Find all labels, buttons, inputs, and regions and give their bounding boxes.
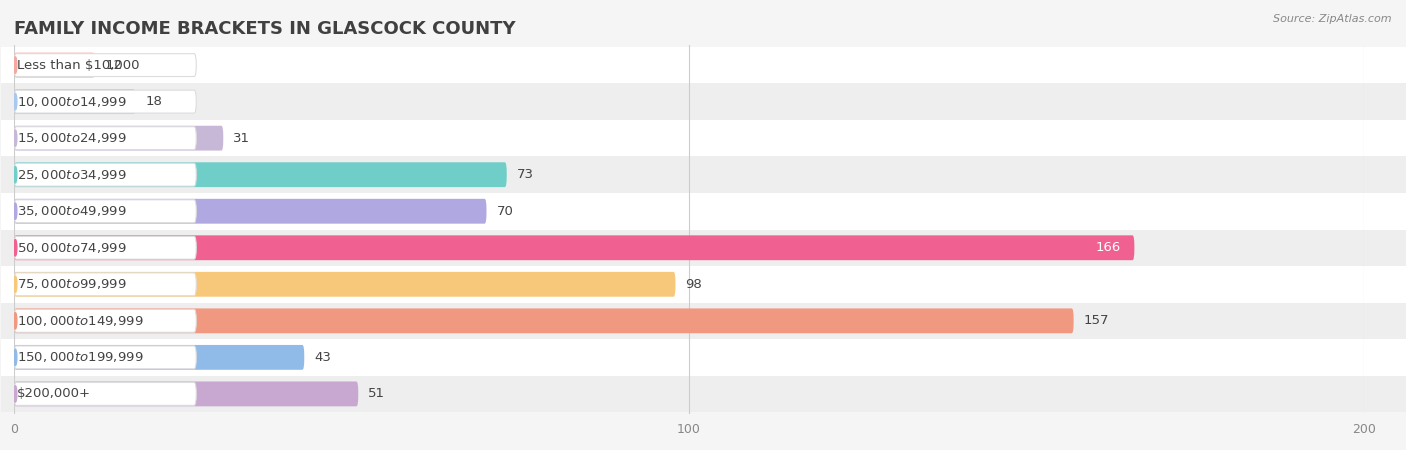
FancyBboxPatch shape [14, 272, 675, 297]
Circle shape [14, 276, 17, 293]
Text: $50,000 to $74,999: $50,000 to $74,999 [17, 241, 127, 255]
Text: 18: 18 [146, 95, 163, 108]
FancyBboxPatch shape [14, 53, 96, 77]
Circle shape [14, 239, 17, 256]
FancyBboxPatch shape [14, 273, 197, 296]
Text: Less than $10,000: Less than $10,000 [17, 58, 139, 72]
FancyBboxPatch shape [14, 162, 506, 187]
Text: 166: 166 [1095, 241, 1121, 254]
FancyBboxPatch shape [14, 345, 304, 370]
Text: $10,000 to $14,999: $10,000 to $14,999 [17, 94, 127, 108]
FancyBboxPatch shape [14, 382, 359, 406]
Circle shape [14, 386, 17, 402]
FancyBboxPatch shape [14, 235, 1135, 260]
Text: $200,000+: $200,000+ [17, 387, 91, 400]
FancyBboxPatch shape [0, 230, 1406, 266]
Text: 12: 12 [105, 58, 122, 72]
Text: $100,000 to $149,999: $100,000 to $149,999 [17, 314, 143, 328]
FancyBboxPatch shape [0, 157, 1406, 193]
Text: FAMILY INCOME BRACKETS IN GLASCOCK COUNTY: FAMILY INCOME BRACKETS IN GLASCOCK COUNT… [14, 20, 516, 38]
Text: 51: 51 [368, 387, 385, 400]
Circle shape [14, 203, 17, 220]
Text: $35,000 to $49,999: $35,000 to $49,999 [17, 204, 127, 218]
FancyBboxPatch shape [14, 54, 197, 76]
Circle shape [14, 130, 17, 146]
FancyBboxPatch shape [14, 346, 197, 369]
FancyBboxPatch shape [14, 310, 197, 332]
FancyBboxPatch shape [14, 127, 197, 149]
FancyBboxPatch shape [14, 199, 486, 224]
FancyBboxPatch shape [14, 236, 197, 259]
FancyBboxPatch shape [0, 83, 1406, 120]
FancyBboxPatch shape [0, 120, 1406, 157]
Text: 98: 98 [686, 278, 703, 291]
Text: $25,000 to $34,999: $25,000 to $34,999 [17, 168, 127, 182]
FancyBboxPatch shape [0, 266, 1406, 302]
FancyBboxPatch shape [14, 200, 197, 223]
FancyBboxPatch shape [14, 90, 197, 113]
FancyBboxPatch shape [14, 382, 197, 405]
FancyBboxPatch shape [0, 193, 1406, 230]
Text: $75,000 to $99,999: $75,000 to $99,999 [17, 277, 127, 291]
Circle shape [14, 57, 17, 73]
Text: Source: ZipAtlas.com: Source: ZipAtlas.com [1274, 14, 1392, 23]
FancyBboxPatch shape [0, 376, 1406, 412]
FancyBboxPatch shape [0, 47, 1406, 83]
FancyBboxPatch shape [14, 308, 1074, 333]
Text: $15,000 to $24,999: $15,000 to $24,999 [17, 131, 127, 145]
Text: 43: 43 [315, 351, 332, 364]
Circle shape [14, 94, 17, 110]
FancyBboxPatch shape [0, 339, 1406, 376]
Circle shape [14, 166, 17, 183]
Text: 70: 70 [496, 205, 513, 218]
Text: $150,000 to $199,999: $150,000 to $199,999 [17, 351, 143, 364]
Text: 31: 31 [233, 132, 250, 144]
FancyBboxPatch shape [14, 89, 135, 114]
Text: 157: 157 [1084, 315, 1109, 327]
Circle shape [14, 349, 17, 365]
FancyBboxPatch shape [14, 126, 224, 151]
FancyBboxPatch shape [14, 163, 197, 186]
Circle shape [14, 313, 17, 329]
FancyBboxPatch shape [0, 302, 1406, 339]
Text: 73: 73 [517, 168, 534, 181]
